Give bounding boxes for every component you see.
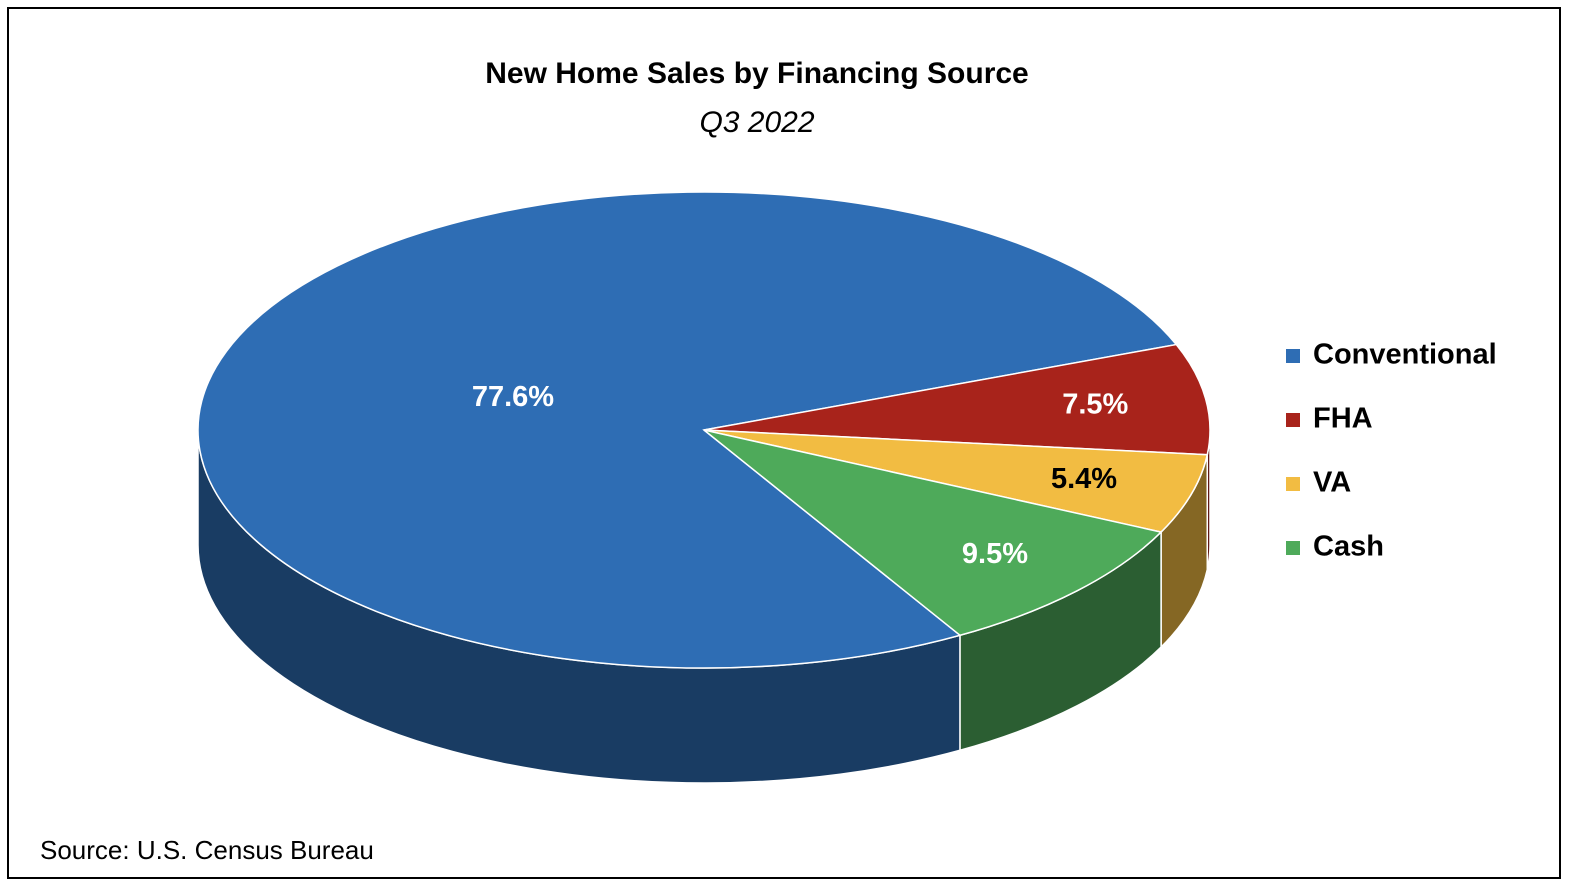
slice: [703, 429, 1209, 649]
legend-swatch: [1286, 477, 1300, 491]
chart-subtitle: Q3 2022: [699, 106, 814, 139]
slice: [703, 343, 1211, 570]
slice-top: [703, 429, 1163, 637]
legend-swatch: [1286, 541, 1300, 555]
data-label: 7.5%: [1062, 388, 1128, 420]
data-label: 9.5%: [962, 538, 1028, 570]
pie: [197, 191, 1211, 784]
data-label: 77.6%: [472, 381, 554, 413]
legend-swatch: [1286, 413, 1300, 427]
legend-label: VA: [1313, 467, 1351, 499]
source-note: Source: U.S. Census Bureau: [40, 835, 374, 865]
legend: Conventional FHA VA Cash: [1286, 339, 1497, 563]
slice-top: [703, 343, 1211, 456]
legend-label: FHA: [1313, 403, 1373, 435]
data-labels: 77.6% 7.5% 5.4% 9.5%: [472, 381, 1129, 570]
legend-label: Cash: [1313, 531, 1384, 563]
slice: [197, 191, 1178, 784]
legend-swatch: [1286, 349, 1300, 363]
slice: [703, 429, 1163, 752]
chart-title: New Home Sales by Financing Source: [485, 57, 1029, 90]
data-label: 5.4%: [1051, 463, 1117, 495]
slice-top: [703, 429, 1209, 533]
slice-top: [197, 191, 1178, 669]
legend-label: Conventional: [1313, 339, 1497, 371]
